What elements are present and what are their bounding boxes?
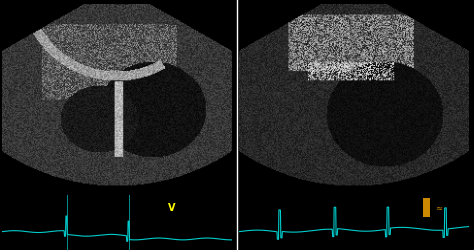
- Text: LV: LV: [255, 108, 267, 118]
- Text: A: A: [7, 10, 17, 23]
- Text: LV: LV: [349, 115, 362, 125]
- Text: V: V: [168, 202, 175, 212]
- Text: B: B: [244, 10, 254, 23]
- Text: PV: PV: [78, 75, 92, 85]
- Text: RV: RV: [97, 115, 112, 125]
- FancyBboxPatch shape: [423, 199, 430, 217]
- Text: PA: PA: [140, 75, 154, 85]
- Text: ≈: ≈: [435, 203, 442, 212]
- Text: Ao: Ao: [287, 52, 301, 62]
- Text: V: V: [337, 175, 345, 185]
